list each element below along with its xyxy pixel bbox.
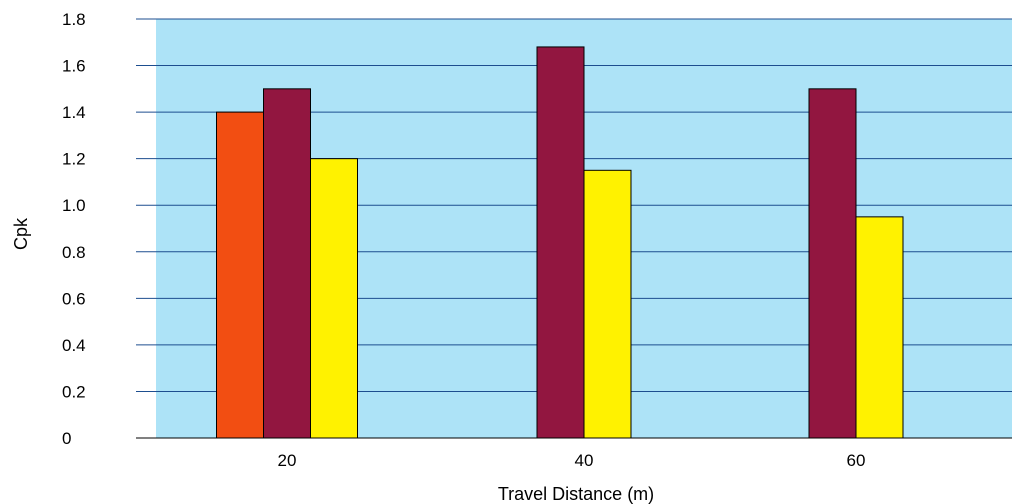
y-tick-label: 1.6: [62, 57, 86, 76]
bar: [263, 88, 311, 439]
bar: [855, 216, 904, 439]
y-tick-label: 0.8: [62, 243, 86, 262]
y-tick-label: 1.0: [62, 196, 86, 215]
y-tick-label: 0.4: [62, 336, 86, 355]
y-axis-title: Cpk: [11, 217, 31, 250]
bars: [216, 46, 904, 439]
bar: [808, 88, 857, 439]
x-axis-title: Travel Distance (m): [498, 484, 654, 504]
x-tick-label: 60: [847, 451, 866, 470]
bar: [310, 158, 358, 439]
y-tick-label: 0.6: [62, 289, 86, 308]
x-axis-tick-labels: 20 40 60: [278, 451, 866, 470]
bar: [536, 46, 585, 439]
bar: [583, 169, 632, 439]
y-tick-label: 1.4: [62, 103, 86, 122]
y-tick-label: 0.2: [62, 382, 86, 401]
y-tick-label: 1.8: [62, 10, 86, 29]
bar: [216, 111, 264, 439]
y-tick-label: 1.2: [62, 150, 86, 169]
x-tick-label: 20: [278, 451, 297, 470]
y-tick-label: 0: [62, 429, 71, 448]
x-tick-label: 40: [575, 451, 594, 470]
y-axis-tick-labels: 0 0.2 0.4 0.6 0.8 1.0 1.2 1.4 1.6 1.8: [62, 10, 86, 448]
